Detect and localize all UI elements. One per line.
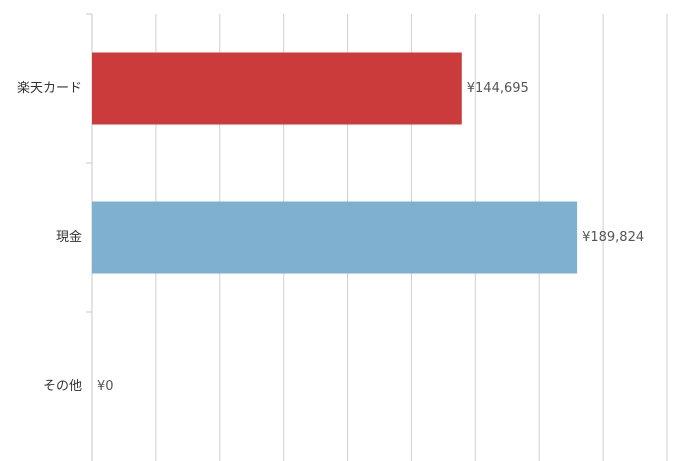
data-label: ¥144,695 xyxy=(467,81,529,96)
data-label: ¥189,824 xyxy=(582,230,644,245)
data-label: ¥0 xyxy=(97,379,114,394)
bar xyxy=(92,201,578,274)
y-tick-label: 現金 xyxy=(56,229,82,245)
bar xyxy=(92,52,462,125)
y-tick-label: 楽天カード xyxy=(17,80,82,96)
y-tick-label: その他 xyxy=(43,379,82,394)
